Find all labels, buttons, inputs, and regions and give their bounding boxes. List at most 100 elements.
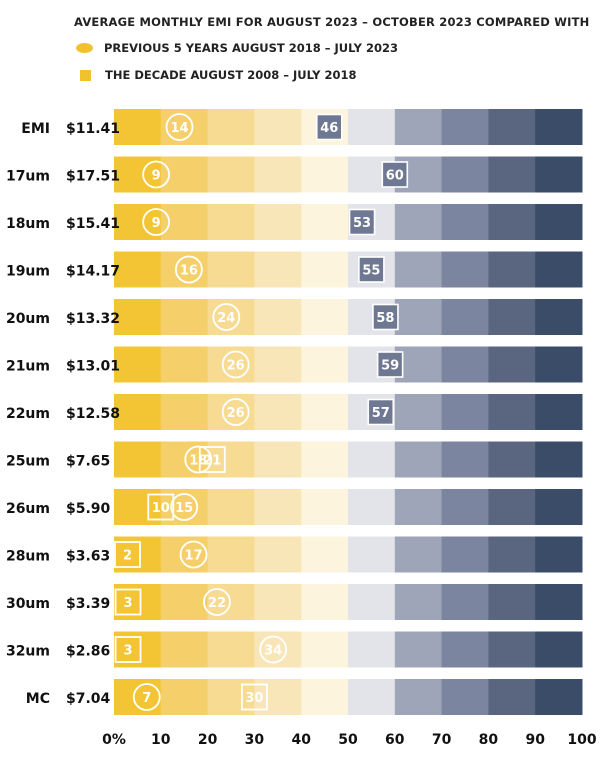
bar-band [254, 394, 302, 430]
previous-5yr-value: 34 [264, 644, 282, 659]
previous-5yr-marker [142, 160, 171, 189]
bar-band [394, 536, 443, 573]
previous-5yr-value: 16 [180, 264, 198, 279]
bar-band [301, 536, 349, 573]
legend-label-previous-5-years: PREVIOUS 5 YEARS AUGUST 2018 – JULY 2023 [104, 41, 398, 55]
bar-band [301, 489, 349, 525]
previous-5yr-value: 14 [170, 121, 188, 136]
row-price: $13.32 [66, 311, 120, 327]
circle-legend-icon [76, 43, 93, 53]
bar-band [488, 584, 536, 620]
previous-5yr-value: 7 [142, 691, 151, 706]
bar-band [114, 109, 162, 145]
bar-band [535, 204, 583, 240]
decade-marker [367, 398, 395, 426]
bar-band [114, 679, 162, 715]
bar-band [348, 536, 396, 573]
previous-5yr-value: 22 [208, 596, 226, 611]
bar-band [535, 109, 583, 145]
x-tick-label: 10 [151, 732, 171, 748]
bar-band [535, 679, 583, 715]
decade-value: 3 [124, 644, 133, 659]
row-price: $3.63 [66, 549, 110, 565]
decade-value: 57 [372, 406, 390, 421]
bar-band [301, 299, 349, 335]
row-label: EMI [21, 121, 50, 137]
bar-band [488, 251, 536, 288]
bar-band [254, 584, 302, 620]
bar-band [535, 394, 583, 430]
bar-band [114, 441, 162, 478]
decade-marker [114, 636, 142, 663]
bar-band [394, 251, 443, 288]
previous-5yr-marker [142, 208, 171, 236]
bar-band [488, 156, 536, 193]
previous-5yr-marker [165, 113, 194, 141]
previous-5yr-marker [184, 445, 213, 474]
row-price: $7.65 [66, 454, 110, 470]
previous-5yr-marker [221, 398, 250, 426]
bar-band [441, 441, 489, 478]
previous-5yr-value: 18 [189, 454, 207, 469]
bar-band [394, 394, 443, 430]
bar-band [254, 441, 302, 478]
decade-value: 58 [376, 311, 394, 326]
x-tick-label: 80 [479, 732, 499, 748]
previous-5yr-value: 9 [152, 169, 161, 184]
bar-band [348, 631, 396, 668]
row-label: 28um [6, 549, 50, 565]
previous-5yr-marker [259, 635, 288, 664]
bar-band [207, 536, 255, 573]
row-label: 21um [6, 359, 50, 375]
chart-title: AVERAGE MONTHLY EMI FOR AUGUST 2023 – OC… [74, 15, 590, 29]
bar-band [535, 299, 583, 335]
bar-band [488, 536, 536, 573]
bar-band [441, 394, 489, 430]
legend-label-decade: THE DECADE AUGUST 2008 – JULY 2018 [105, 68, 357, 82]
bar-band [254, 346, 302, 383]
bar-band [160, 346, 209, 383]
previous-5yr-marker [203, 588, 231, 616]
decade-value: 2 [123, 549, 132, 564]
bar-band [394, 441, 443, 478]
decade-value: 3 [124, 596, 133, 611]
decade-value: 59 [381, 359, 399, 374]
bar-band [207, 489, 255, 525]
previous-5yr-value: 24 [217, 311, 235, 326]
bar-band [160, 156, 209, 193]
bar-band [488, 394, 536, 430]
decade-marker [372, 303, 399, 331]
decade-marker [376, 351, 404, 378]
bar-band [114, 394, 162, 430]
bar-band [441, 346, 489, 383]
bar-band [160, 631, 209, 668]
decade-marker [114, 541, 141, 568]
previous-5yr-marker [212, 303, 241, 331]
previous-5yr-value: 26 [227, 359, 245, 374]
bar-band [207, 631, 255, 668]
decade-marker [348, 208, 376, 236]
bar-band [394, 109, 443, 145]
x-tick-label: 90 [525, 732, 545, 748]
row-price: $17.51 [66, 169, 120, 185]
bar-band [441, 679, 489, 715]
bar-band [160, 394, 209, 430]
row-price: $13.01 [66, 359, 120, 375]
decade-marker [198, 446, 226, 473]
x-tick-label: 0% [102, 732, 126, 748]
bar-band [535, 536, 583, 573]
bar-band [301, 204, 349, 240]
bar-band [160, 299, 209, 335]
row-label: MC [26, 691, 50, 707]
row-price: $2.86 [66, 644, 110, 660]
row-label: 30um [6, 596, 50, 612]
bar-band [441, 299, 489, 335]
bar-band [207, 584, 255, 620]
bar-band [488, 631, 536, 668]
row-label: 17um [6, 169, 50, 185]
bar-band [254, 109, 302, 145]
row-price: $5.90 [66, 501, 111, 517]
bar-band [488, 109, 536, 145]
bar-band [301, 394, 349, 430]
